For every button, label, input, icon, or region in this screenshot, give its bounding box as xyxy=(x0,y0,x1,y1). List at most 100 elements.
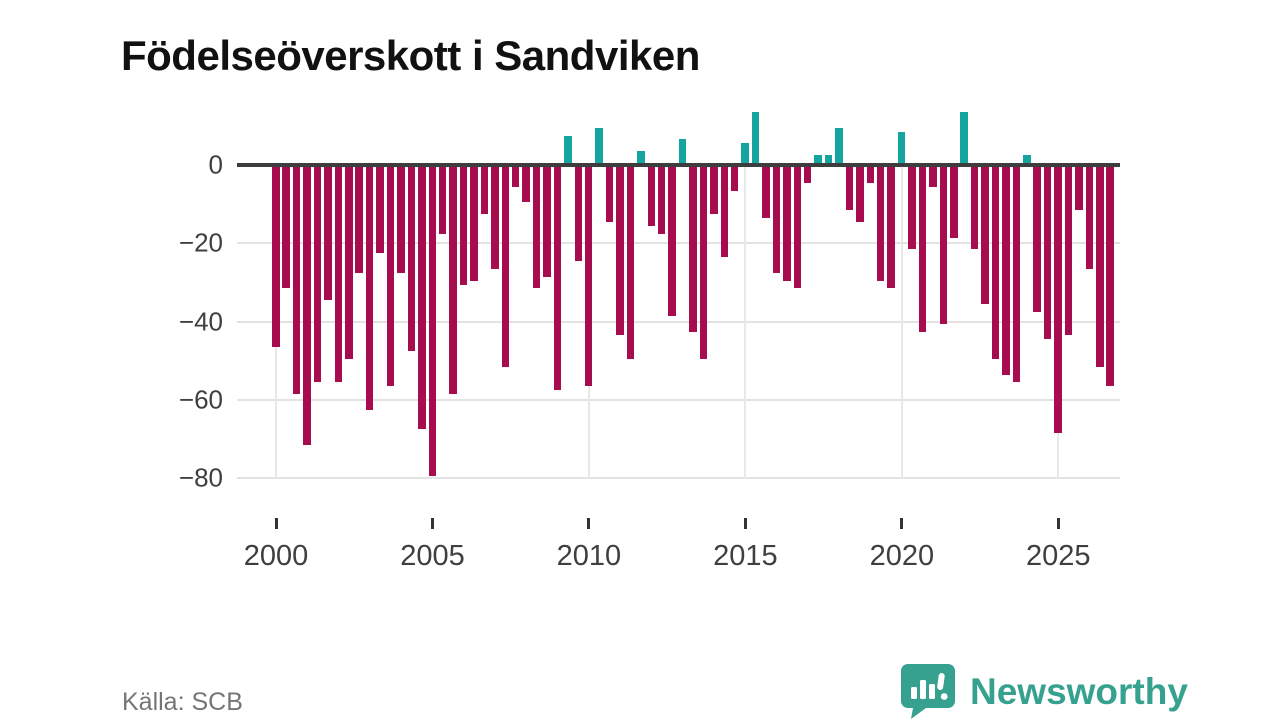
newsworthy-brand-text: Newsworthy xyxy=(970,670,1188,712)
bar-negative xyxy=(532,167,541,289)
y-axis-tick-label: −60 xyxy=(178,384,223,415)
bar-negative xyxy=(418,167,426,430)
bar-negative xyxy=(543,167,551,277)
bar-negative xyxy=(657,167,666,234)
bar-negative xyxy=(584,167,593,387)
bar-negative xyxy=(470,167,478,281)
bar-negative xyxy=(574,167,583,261)
bar-negative xyxy=(272,167,280,348)
bar-negative xyxy=(1002,167,1010,375)
bar-negative xyxy=(1106,167,1114,387)
vertical-gridline xyxy=(744,167,747,479)
x-axis-tick-mark xyxy=(1056,518,1060,529)
bar-negative xyxy=(1096,167,1104,367)
x-axis-tick-mark xyxy=(431,518,434,529)
horizontal-gridline xyxy=(237,399,1120,401)
x-axis-tick-mark xyxy=(743,518,747,529)
bar-negative xyxy=(313,167,322,383)
bar-positive xyxy=(835,127,843,163)
bar-negative xyxy=(970,167,979,250)
bar-negative xyxy=(397,167,405,273)
horizontal-gridline xyxy=(237,242,1120,245)
bar-positive xyxy=(595,127,603,163)
bar-positive xyxy=(1023,155,1031,163)
bar-negative xyxy=(303,167,311,446)
bar-negative xyxy=(1012,167,1021,383)
x-axis-tick-label: 2000 xyxy=(243,540,309,572)
bar-positive xyxy=(564,135,572,163)
source-caption: Källa: SCB xyxy=(122,688,243,716)
x-axis-tick-mark xyxy=(900,518,904,529)
bar-negative xyxy=(438,167,447,234)
bar-negative xyxy=(772,167,781,273)
bar-negative xyxy=(480,167,489,214)
vertical-gridline xyxy=(900,167,903,479)
bar-negative xyxy=(866,167,875,183)
bar-positive xyxy=(678,139,687,163)
bar-negative xyxy=(553,167,562,391)
bar-negative xyxy=(1033,167,1041,312)
bar-positive xyxy=(637,151,645,163)
y-axis-tick-label: −40 xyxy=(178,306,223,337)
bar-positive xyxy=(960,112,968,163)
x-axis-tick-label: 2010 xyxy=(556,540,622,572)
x-axis-tick-label: 2005 xyxy=(400,540,465,572)
bar-negative xyxy=(730,167,739,191)
chart-title: Födelseöverskott i Sandviken xyxy=(121,32,700,80)
bar-positive xyxy=(751,112,760,163)
bar-negative xyxy=(522,167,530,203)
bar-negative xyxy=(699,167,708,359)
bar-negative xyxy=(324,167,332,301)
bar-negative xyxy=(428,167,436,477)
bar-negative xyxy=(1064,167,1073,336)
bar-negative xyxy=(876,167,885,281)
bar-negative xyxy=(793,167,802,289)
bar-positive xyxy=(897,131,906,163)
bar-negative xyxy=(365,167,374,410)
bar-negative xyxy=(1075,167,1083,211)
bar-negative xyxy=(511,167,520,187)
bar-negative xyxy=(449,167,457,395)
bar-positive xyxy=(824,155,833,163)
bar-negative xyxy=(803,167,812,183)
bar-negative xyxy=(689,167,697,332)
bar-negative xyxy=(355,167,363,273)
bar-negative xyxy=(345,167,353,359)
x-axis-tick-mark xyxy=(274,518,278,529)
bar-negative xyxy=(626,167,635,359)
bar-negative xyxy=(1043,167,1052,340)
bar-negative xyxy=(720,167,729,258)
y-axis-tick-label: −20 xyxy=(178,227,223,258)
bar-negative xyxy=(386,167,395,387)
bar-negative xyxy=(647,167,656,226)
bar-negative xyxy=(845,167,854,211)
horizontal-gridline xyxy=(237,477,1120,480)
bar-negative xyxy=(710,167,718,214)
bar-negative xyxy=(908,167,916,250)
bar-negative xyxy=(668,167,676,316)
bar-negative xyxy=(501,167,509,367)
newsworthy-speech-bubble-chart-icon xyxy=(901,664,955,719)
bar-negative xyxy=(292,167,301,395)
bar-positive xyxy=(814,155,822,163)
bar-negative xyxy=(929,167,937,187)
bar-negative xyxy=(991,167,1000,359)
newsworthy-logo: Newsworthy xyxy=(900,663,1188,720)
bar-negative xyxy=(491,167,499,269)
bar-negative xyxy=(616,167,624,336)
bar-negative xyxy=(376,167,384,254)
x-axis-tick-mark xyxy=(587,518,591,529)
bar-negative xyxy=(459,167,468,285)
bar-negative xyxy=(1085,167,1094,269)
horizontal-gridline xyxy=(237,320,1120,323)
bar-negative xyxy=(950,167,958,238)
bar-negative xyxy=(407,167,416,352)
bar-negative xyxy=(762,167,770,218)
bar-negative xyxy=(981,167,989,305)
bar-negative xyxy=(939,167,948,324)
bar-negative xyxy=(918,167,927,332)
x-axis-tick-label: 2020 xyxy=(869,540,935,572)
y-axis-tick-label: −80 xyxy=(178,462,223,493)
bar-negative xyxy=(334,167,343,383)
